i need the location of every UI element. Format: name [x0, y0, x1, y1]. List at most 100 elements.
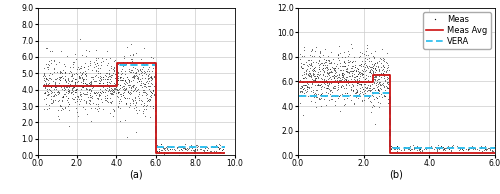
Point	[366, 74, 374, 77]
Point	[44, 82, 52, 86]
Point	[70, 84, 78, 87]
Point	[150, 62, 158, 66]
Point	[64, 125, 72, 128]
Point	[345, 70, 353, 74]
Point	[98, 91, 106, 94]
Point	[56, 105, 64, 108]
Point	[74, 75, 82, 78]
Point	[57, 75, 65, 78]
Point	[65, 71, 73, 74]
Point	[343, 69, 351, 73]
Point	[409, 143, 417, 146]
Point	[91, 74, 99, 77]
Point	[100, 99, 108, 102]
Point	[356, 71, 364, 74]
Point	[126, 83, 134, 86]
Point	[136, 68, 143, 71]
Point	[370, 55, 378, 58]
Point	[73, 97, 81, 100]
Point	[146, 85, 154, 88]
Point	[88, 75, 96, 79]
Point	[134, 112, 141, 115]
Point	[120, 64, 128, 67]
Point	[410, 146, 418, 149]
Point	[310, 83, 318, 86]
Point	[114, 90, 122, 93]
Point	[352, 90, 360, 93]
Point	[412, 146, 420, 149]
Point	[299, 83, 307, 87]
Point	[319, 63, 327, 67]
Point	[370, 81, 378, 84]
Point	[134, 76, 141, 79]
Point	[352, 94, 360, 97]
Point	[108, 83, 116, 86]
Point	[42, 78, 50, 81]
Point	[63, 84, 71, 87]
Point	[104, 50, 112, 53]
Point	[458, 147, 466, 151]
Point	[74, 76, 82, 79]
Point	[307, 59, 315, 62]
Point	[296, 58, 304, 61]
Point	[369, 67, 377, 70]
Point	[150, 93, 158, 96]
Point	[139, 89, 147, 92]
Point	[136, 77, 144, 80]
Point	[364, 56, 372, 59]
Point	[375, 80, 383, 83]
Point	[372, 64, 380, 68]
Point	[134, 98, 142, 101]
Point	[342, 86, 349, 89]
Point	[316, 97, 324, 100]
Point	[330, 68, 338, 71]
Point	[120, 56, 128, 59]
Point	[148, 92, 156, 95]
Point	[367, 60, 375, 63]
Point	[314, 58, 322, 61]
Point	[460, 148, 468, 151]
Point	[350, 101, 358, 104]
Point	[351, 75, 359, 78]
Point	[298, 86, 306, 89]
Point	[430, 145, 438, 148]
Point	[318, 68, 326, 71]
Point	[82, 62, 90, 65]
Point	[128, 76, 136, 79]
Point	[150, 97, 158, 100]
Point	[166, 145, 174, 148]
Point	[94, 70, 102, 73]
Point	[376, 66, 384, 69]
Point	[466, 147, 474, 150]
Point	[118, 94, 126, 97]
Point	[72, 87, 80, 91]
Point	[346, 70, 354, 73]
Point	[132, 52, 140, 55]
Point	[147, 77, 155, 80]
Point	[122, 87, 130, 90]
Point	[120, 96, 128, 99]
Point	[60, 79, 68, 82]
Point	[134, 88, 141, 91]
Point	[106, 85, 114, 88]
Point	[488, 150, 496, 153]
Point	[80, 99, 88, 102]
Point	[360, 62, 368, 65]
Point	[404, 148, 412, 151]
Point	[480, 144, 488, 147]
Point	[130, 54, 138, 57]
Point	[151, 90, 159, 94]
Point	[163, 145, 171, 148]
Point	[138, 86, 146, 89]
Point	[370, 56, 378, 60]
Point	[376, 84, 384, 87]
Point	[202, 150, 209, 153]
Point	[324, 84, 332, 87]
Point	[364, 44, 372, 47]
Point	[116, 79, 124, 82]
Point	[98, 56, 106, 60]
Point	[86, 63, 94, 66]
Point	[344, 79, 352, 82]
Point	[114, 96, 122, 99]
Point	[148, 70, 156, 73]
